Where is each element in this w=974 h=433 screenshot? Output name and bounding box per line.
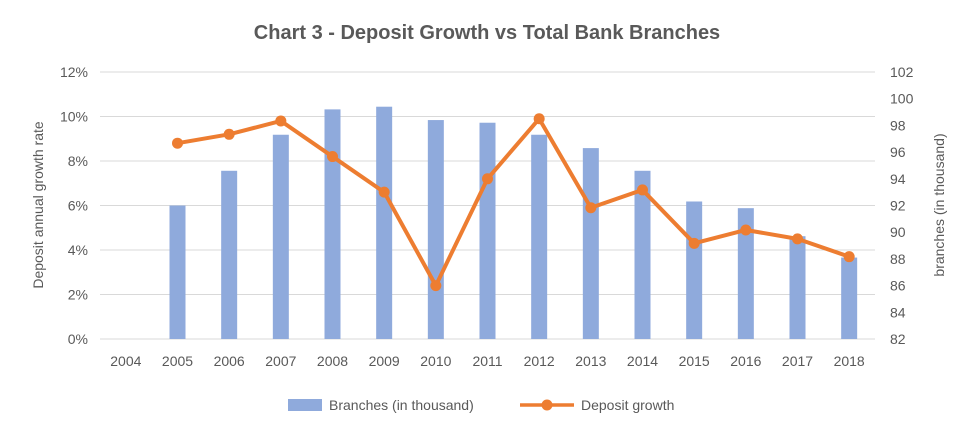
line-series <box>172 113 855 292</box>
bar-branches <box>324 109 341 339</box>
y-left-tick-label: 0% <box>68 331 88 347</box>
point-deposit-growth <box>637 184 648 196</box>
point-deposit-growth <box>430 280 442 292</box>
y-right-tick-label: 84 <box>890 304 906 320</box>
x-tick-label: 2012 <box>524 353 555 369</box>
line-deposit-growth <box>177 116 850 288</box>
legend-label-branches: Branches (in thousand) <box>329 397 474 413</box>
bar-branches <box>376 106 393 340</box>
bar-branches <box>686 201 703 339</box>
bar-branches <box>737 208 754 339</box>
legend-label-deposit: Deposit growth <box>581 397 674 413</box>
x-tick-label: 2018 <box>834 353 865 369</box>
bar-branches <box>479 122 496 339</box>
legend-marker-deposit <box>541 399 553 411</box>
y-right-tick-label: 98 <box>890 117 906 133</box>
bar-branches <box>634 170 651 339</box>
y-right-tick-label: 96 <box>890 144 906 160</box>
point-deposit-growth <box>223 128 235 140</box>
y-left-tick-label: 12% <box>60 64 88 80</box>
bar-branches <box>272 134 289 339</box>
y-right-tick-label: 92 <box>890 198 906 214</box>
bar-branches <box>582 148 599 339</box>
y-right-tick-label: 94 <box>890 171 906 187</box>
x-tick-label: 2007 <box>265 353 296 369</box>
point-deposit-growth <box>327 151 338 163</box>
y-right-tick-label: 100 <box>890 91 914 107</box>
point-deposit-growth <box>533 113 545 125</box>
legend-swatch-branches <box>288 399 322 411</box>
x-tick-label: 2017 <box>782 353 813 369</box>
bar-branches <box>841 257 858 339</box>
point-deposit-growth <box>585 202 597 214</box>
point-deposit-growth <box>482 173 493 185</box>
y-right-tick-label: 88 <box>890 251 906 267</box>
x-tick-label: 2008 <box>317 353 348 369</box>
axes: 0% 2% 4% 6% 8% 10% 12% 82 84 86 88 90 92 94 96 98 100 102… <box>60 64 914 369</box>
point-deposit-growth <box>172 137 183 149</box>
y-right-tick-label: 82 <box>890 331 906 347</box>
x-tick-label: 2009 <box>369 353 400 369</box>
y-left-tick-label: 4% <box>68 242 88 258</box>
y-right-tick-label: 86 <box>890 278 906 294</box>
bar-branches <box>789 236 806 339</box>
bar-branches <box>169 205 186 339</box>
x-tick-label: 2005 <box>162 353 193 369</box>
x-tick-label: 2015 <box>679 353 710 369</box>
point-deposit-growth <box>378 186 390 198</box>
y-left-tick-label: 10% <box>60 109 88 125</box>
x-tick-label: 2006 <box>214 353 245 369</box>
x-tick-label: 2016 <box>730 353 761 369</box>
bar-series <box>169 106 858 340</box>
y-left-tick-label: 8% <box>68 153 88 169</box>
y-left-tick-label: 6% <box>68 198 88 214</box>
y-right-tick-label: 102 <box>890 64 914 80</box>
y-axis-right-title: branches (in thousand) <box>931 133 947 276</box>
y-left-tick-label: 2% <box>68 287 88 303</box>
x-tick-label: 2013 <box>575 353 606 369</box>
point-deposit-growth <box>740 224 752 236</box>
x-tick-label: 2014 <box>627 353 658 369</box>
point-deposit-growth <box>843 251 855 263</box>
y-right-tick-label: 90 <box>890 224 906 240</box>
x-tick-label: 2011 <box>472 353 502 369</box>
chart-title: Chart 3 - Deposit Growth vs Total Bank B… <box>254 22 720 44</box>
y-axis-left-title: Deposit annual growth rate <box>30 121 46 289</box>
legend: Branches (in thousand) Deposit growth <box>288 397 674 413</box>
bar-branches <box>427 120 444 339</box>
point-deposit-growth <box>275 115 287 127</box>
x-tick-label: 2010 <box>420 353 451 369</box>
bar-branches <box>221 170 238 339</box>
point-deposit-growth <box>792 233 803 245</box>
bar-branches <box>531 134 548 339</box>
point-deposit-growth <box>688 237 700 249</box>
x-tick-label: 2004 <box>110 353 141 369</box>
